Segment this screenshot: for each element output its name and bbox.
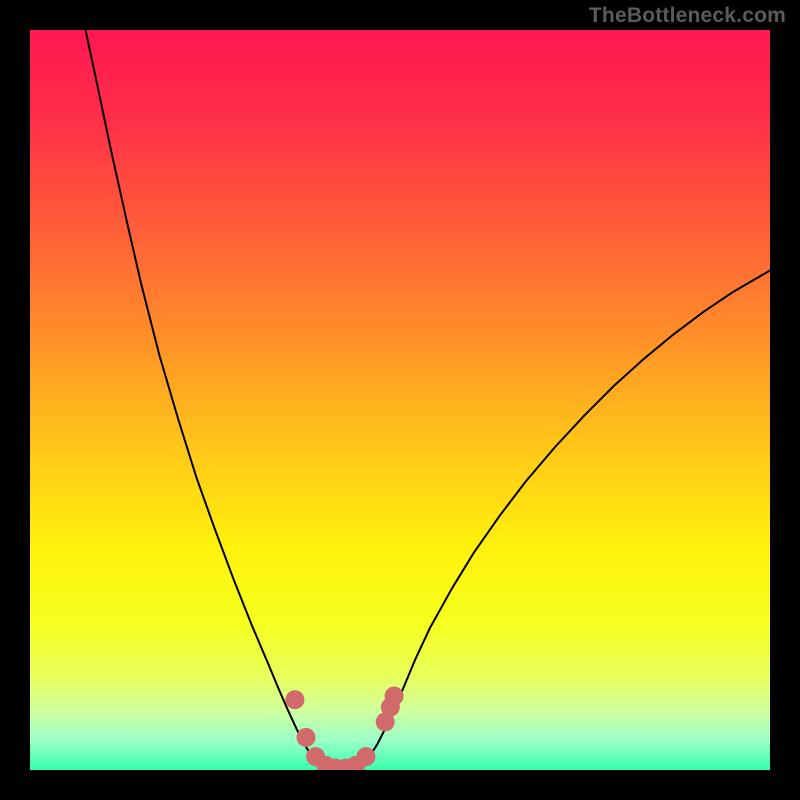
gradient-background	[30, 30, 770, 770]
marker-point	[285, 690, 304, 709]
plot-svg	[30, 30, 770, 770]
marker-point	[356, 747, 375, 766]
plot-area	[30, 30, 770, 770]
chart-root: TheBottleneck.com	[0, 0, 800, 800]
watermark-text: TheBottleneck.com	[589, 4, 786, 28]
marker-point	[297, 728, 316, 747]
marker-point	[385, 687, 404, 706]
